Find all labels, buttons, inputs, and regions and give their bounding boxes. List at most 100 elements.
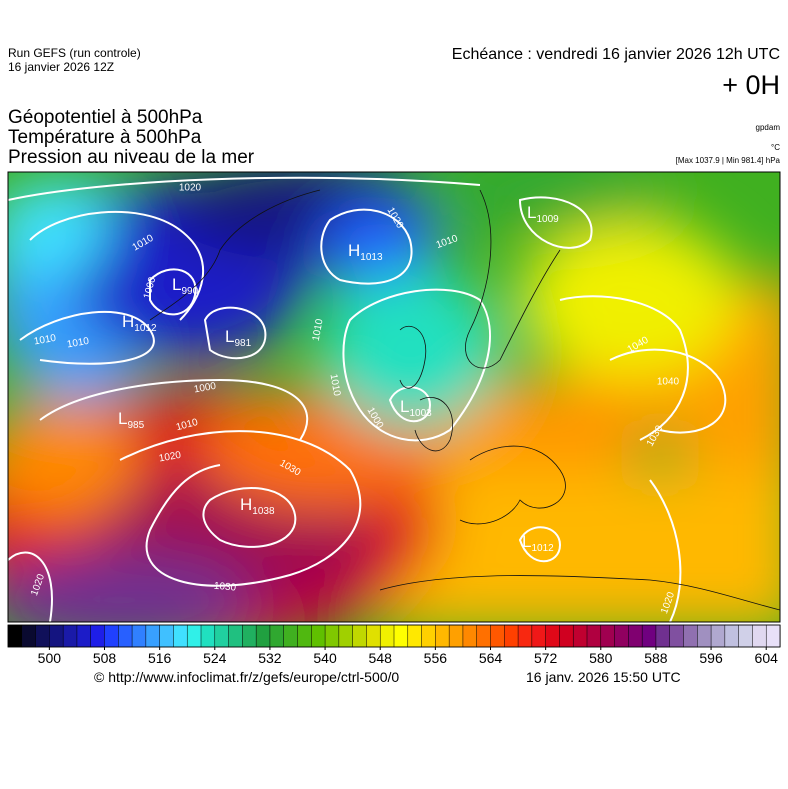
colorbar-swatch (572, 624, 588, 648)
pressure-center: L990 (172, 275, 199, 297)
isobar-label: 1010 (66, 336, 90, 351)
colorbar-swatch (435, 624, 450, 648)
isobar-label: 1010 (328, 373, 343, 397)
isobar-label: 1020 (158, 450, 182, 465)
isobars (8, 176, 727, 622)
colorbar-swatch (297, 624, 312, 648)
colorbar-swatch (62, 624, 78, 648)
colorbar-swatch (104, 624, 119, 648)
colorbar-swatch (448, 624, 464, 648)
unit-label: [Max 1037.9 | Min 981.4] hPa (675, 156, 780, 165)
colorbar-swatch (255, 624, 271, 648)
pressure-center: L985 (118, 409, 145, 431)
pressure-center: L981 (225, 327, 252, 349)
center-value: 990 (181, 286, 198, 297)
colorbar-swatch (7, 624, 23, 648)
colorbar-swatch (738, 624, 753, 648)
center-value: 1003 (409, 408, 432, 419)
colorbar-tick-label: 604 (755, 650, 779, 666)
colorbar-tick-label: 516 (148, 650, 172, 666)
colorbar-swatch (379, 624, 395, 648)
colorbar-swatch (311, 624, 326, 648)
unit-label: gpdam (755, 123, 780, 132)
colorbar-swatch (338, 624, 354, 648)
center-kind: L (225, 327, 234, 346)
pressure-center: H1012 (122, 312, 157, 334)
center-kind: H (240, 495, 252, 514)
colorbar-tick-label: 556 (424, 650, 448, 666)
lead-time: + 0H (722, 70, 780, 100)
generated-time: 16 janv. 2026 15:50 UTC (526, 669, 681, 685)
colorbar-swatch (476, 624, 492, 648)
center-kind: H (122, 312, 134, 331)
pressure-center: L1012 (522, 532, 554, 554)
map-frame (7, 171, 781, 623)
colorbar-swatch (421, 624, 436, 648)
valid-time: Echéance : vendredi 16 janvier 2026 12h … (451, 46, 780, 63)
center-kind: L (527, 203, 536, 222)
colorbar-swatch (366, 624, 381, 648)
center-value: 1012 (531, 543, 554, 554)
colorbar-tick-label: 540 (313, 650, 337, 666)
colorbar-swatch (228, 624, 243, 648)
colorbar-swatch (517, 624, 533, 648)
center-kind: L (118, 409, 127, 428)
colorbar-swatch (531, 624, 547, 648)
colorbar-swatch (462, 624, 478, 648)
colorbar-swatch (145, 624, 161, 648)
colorbar-swatch (186, 624, 202, 648)
coastlines (149, 189, 780, 611)
isobar-label: 1030 (213, 581, 237, 594)
colorbar-swatch (683, 624, 698, 648)
isobar-label: 1010 (33, 333, 57, 348)
colorbar-tick-label: 500 (38, 650, 62, 666)
colorbar-tick-label: 564 (479, 650, 503, 666)
colorbar-swatch (628, 624, 643, 648)
colorbar-swatch (159, 624, 174, 648)
center-value: 1013 (360, 252, 383, 263)
colorbar-swatch (752, 624, 767, 648)
isobar-label: 1000 (193, 381, 217, 396)
colorbar-tick-label: 532 (258, 650, 282, 666)
colorbar-swatch (669, 624, 685, 648)
colorbar-swatch (504, 624, 519, 648)
colorbar-swatch (214, 624, 230, 648)
colorbar-swatch (545, 624, 560, 648)
colorbar-swatch (242, 624, 257, 648)
colorbar-swatch (200, 624, 216, 648)
pressure-center: H1013 (348, 241, 383, 263)
field-label: Température à 500hPa (8, 127, 202, 148)
colorbar-tick-label: 580 (589, 650, 613, 666)
colorbar-swatch (21, 624, 37, 648)
colorbar-swatch (393, 624, 409, 648)
colorbar-swatch (352, 624, 367, 648)
colorbar-swatch (559, 624, 574, 648)
center-kind: L (522, 532, 531, 551)
isobar-label: 1020 (179, 183, 202, 194)
colorbar-tick-label: 548 (369, 650, 393, 666)
colorbar-swatch (724, 624, 740, 648)
field-label: Géopotentiel à 500hPa (8, 107, 203, 128)
pressure-center: L1003 (400, 397, 432, 419)
center-value: 1038 (252, 506, 275, 517)
center-kind: L (400, 397, 409, 416)
isobar-label: 1010 (311, 318, 326, 342)
colorbar-swatch (490, 624, 505, 648)
colorbar-swatch (49, 624, 64, 648)
run-date: 16 janvier 2026 12Z (8, 60, 115, 74)
colorbar-swatch (269, 624, 285, 648)
colorbar-swatch (765, 624, 781, 648)
field-label: Pression au niveau de la mer (8, 147, 255, 168)
colorbar-swatch (586, 624, 602, 648)
center-value: 1009 (536, 214, 559, 225)
colorbar-swatch (324, 624, 340, 648)
colorbar-swatch (283, 624, 299, 648)
colorbar-tick-label: 508 (93, 650, 117, 666)
colorbar-swatch (614, 624, 629, 648)
center-kind: L (172, 275, 181, 294)
colorbar-swatch (697, 624, 712, 648)
colorbar-frame (7, 624, 781, 648)
isobar-label: 1040 (657, 377, 680, 388)
